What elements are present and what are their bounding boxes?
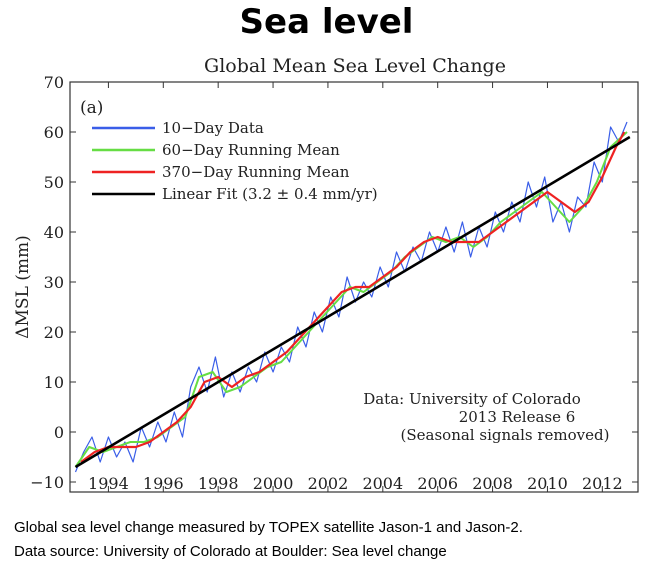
y-tick-label: 0	[54, 423, 64, 442]
caption-line-2: Data source: University of Colorado at B…	[14, 543, 447, 560]
legend-label: Linear Fit (3.2 ± 0.4 mm/yr)	[162, 185, 378, 203]
y-axis-label: ΔMSL (mm)	[13, 235, 33, 339]
series-line-4	[74, 135, 631, 469]
y-tick-label: 20	[44, 323, 64, 342]
x-tick-label: 1996	[143, 474, 184, 493]
y-tick-label: 50	[44, 173, 64, 192]
x-tick-label: 2010	[527, 474, 568, 493]
chart-title: Global Mean Sea Level Change	[204, 55, 506, 77]
caption-line-1: Global sea level change measured by TOPE…	[14, 519, 523, 536]
x-tick-label: 2004	[362, 474, 403, 493]
y-axis-ticks: −10 0 10 20 30 40 50 60 70	[30, 73, 638, 492]
x-tick-label: 2012	[582, 474, 623, 493]
y-tick-label: −10	[30, 473, 64, 492]
x-tick-label: 2008	[472, 474, 513, 493]
y-tick-label: 70	[44, 73, 64, 92]
x-tick-label: 2000	[253, 474, 294, 493]
legend-label: 370−Day Running Mean	[162, 163, 350, 181]
y-tick-label: 30	[44, 273, 64, 292]
x-tick-label: 2002	[308, 474, 349, 493]
series-line-3	[80, 131, 626, 463]
series-layer	[74, 121, 631, 473]
annotation-line: 2013 Release 6	[459, 408, 576, 426]
legend-label: 60−Day Running Mean	[162, 141, 340, 159]
y-tick-label: 60	[44, 123, 64, 142]
x-tick-label: 1994	[88, 474, 129, 493]
x-axis-ticks: 1994 1996 1998 2000 2002 2004 2006 2008 2010 2012	[88, 82, 623, 493]
annotation-line: (Seasonal signals removed)	[401, 426, 610, 444]
y-tick-label: 10	[44, 373, 64, 392]
plot-frame	[69, 81, 639, 493]
x-tick-label: 2006	[417, 474, 458, 493]
page-heading: Sea level	[239, 2, 414, 42]
legend-label: 10−Day Data	[162, 119, 264, 137]
legend: 10−Day Data 60−Day Running Mean 370−Day Ru…	[92, 119, 378, 203]
x-tick-label: 1998	[198, 474, 239, 493]
annotation-line: Data: University of Colorado	[363, 390, 581, 408]
y-tick-label: 40	[44, 223, 64, 242]
panel-label: (a)	[80, 98, 103, 118]
